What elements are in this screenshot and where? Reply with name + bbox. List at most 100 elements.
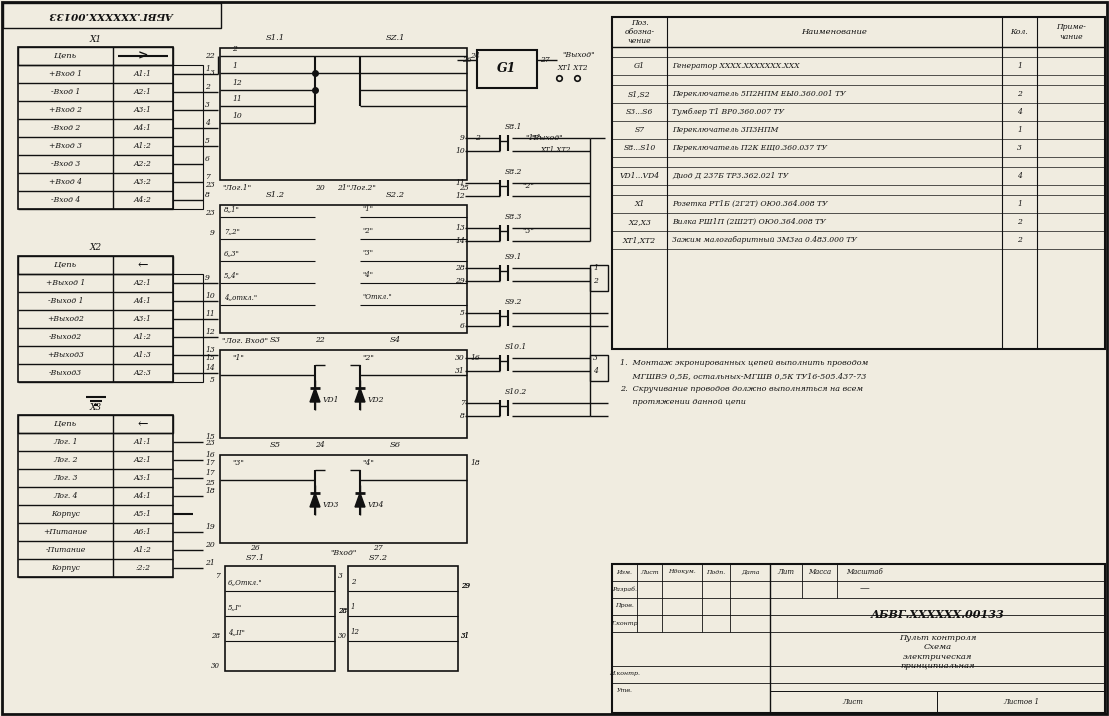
Text: 12: 12 xyxy=(352,628,360,636)
Text: 9: 9 xyxy=(205,274,210,282)
Text: 7: 7 xyxy=(460,399,465,407)
Text: 4„откл.": 4„откл." xyxy=(224,293,257,301)
Bar xyxy=(18,47,173,209)
Text: Корпус: Корпус xyxy=(51,510,80,518)
Text: Пров.: Пров. xyxy=(615,604,634,609)
Text: 5: 5 xyxy=(210,376,215,384)
Text: Вилка РШ1П (2Ш2Т) ОЮ0.364.008 ТУ: Вилка РШ1П (2Ш2Т) ОЮ0.364.008 ТУ xyxy=(672,218,826,226)
Text: 14: 14 xyxy=(205,364,215,372)
Text: 29: 29 xyxy=(461,582,470,590)
Text: Листов 1: Листов 1 xyxy=(1003,698,1039,706)
Text: -Выход2: -Выход2 xyxy=(49,333,82,341)
Text: 31: 31 xyxy=(456,367,465,375)
Text: 31: 31 xyxy=(461,632,470,640)
Polygon shape xyxy=(355,493,365,507)
Text: 1: 1 xyxy=(1017,126,1021,134)
Text: S6: S6 xyxy=(389,441,400,449)
Bar xyxy=(477,50,537,88)
Text: G1: G1 xyxy=(634,62,645,70)
Text: 6: 6 xyxy=(205,155,210,163)
Text: SZ.1: SZ.1 xyxy=(385,34,405,42)
Text: -Вход 4: -Вход 4 xyxy=(51,196,80,204)
Text: Наименование: Наименование xyxy=(802,28,867,36)
Text: S1.1: S1.1 xyxy=(265,34,285,42)
Text: Масса: Масса xyxy=(808,568,831,576)
Text: Зажим малогабаритный ЗМ3га 0.483.000 ТУ: Зажим малогабаритный ЗМ3га 0.483.000 ТУ xyxy=(672,236,857,244)
Text: 31: 31 xyxy=(461,632,470,640)
Text: 4: 4 xyxy=(1017,172,1021,180)
Text: 28: 28 xyxy=(338,607,347,615)
Text: 10: 10 xyxy=(232,112,242,120)
Text: Цепь: Цепь xyxy=(54,420,77,428)
Text: 30: 30 xyxy=(338,632,347,640)
Text: -Вход 3: -Вход 3 xyxy=(51,160,80,168)
Text: "3": "3" xyxy=(522,227,533,235)
Text: Кол.: Кол. xyxy=(1010,28,1028,36)
Bar xyxy=(220,350,467,438)
Text: G1: G1 xyxy=(497,62,517,75)
Text: 9: 9 xyxy=(210,229,215,237)
Text: 28: 28 xyxy=(211,632,220,640)
Text: +Выход2: +Выход2 xyxy=(47,315,84,323)
Text: X3: X3 xyxy=(90,402,102,412)
Text: 18: 18 xyxy=(205,487,215,495)
Text: 22: 22 xyxy=(315,336,325,344)
Text: +Вход 2: +Вход 2 xyxy=(49,106,82,114)
Text: 2: 2 xyxy=(1017,236,1021,244)
Text: —: — xyxy=(859,584,869,594)
Text: S7.1: S7.1 xyxy=(245,554,265,562)
Text: 23: 23 xyxy=(205,209,215,217)
Text: A4:1: A4:1 xyxy=(134,492,152,500)
Text: 21: 21 xyxy=(205,559,215,567)
Text: Тумблер Т1 ВР0.360.007 ТУ: Тумблер Т1 ВР0.360.007 ТУ xyxy=(672,108,784,116)
Bar xyxy=(18,256,173,274)
Text: 12: 12 xyxy=(456,192,465,200)
Text: Лог. 1: Лог. 1 xyxy=(53,438,78,446)
Text: Поз.
обозна-
чение: Поз. обозна- чение xyxy=(624,19,654,45)
Text: 29: 29 xyxy=(456,277,465,285)
Text: S3...S6: S3...S6 xyxy=(625,108,653,116)
Text: 1: 1 xyxy=(1017,62,1021,70)
Text: 16: 16 xyxy=(470,354,480,362)
Text: 24: 24 xyxy=(470,52,480,60)
Text: Лог. 4: Лог. 4 xyxy=(53,492,78,500)
Text: 3: 3 xyxy=(593,354,598,362)
Polygon shape xyxy=(311,388,321,402)
Text: S2.2: S2.2 xyxy=(386,191,405,199)
Text: A2:1: A2:1 xyxy=(134,88,152,96)
Text: -Питание: -Питание xyxy=(45,546,85,554)
Text: A1:2: A1:2 xyxy=(134,333,152,341)
Text: 8„1": 8„1" xyxy=(224,205,240,213)
Text: Дата: Дата xyxy=(741,569,760,574)
Text: S3: S3 xyxy=(269,336,281,344)
Text: 5: 5 xyxy=(460,309,465,317)
Text: Н.контр.: Н.контр. xyxy=(609,672,640,677)
Text: X1: X1 xyxy=(90,34,102,44)
Text: A3:2: A3:2 xyxy=(134,178,152,186)
Text: АБВГ.XXXXXX.00133: АБВГ.XXXXXX.00133 xyxy=(50,11,174,19)
Text: 7: 7 xyxy=(205,173,210,181)
Text: 24: 24 xyxy=(315,441,325,449)
Text: 5„4": 5„4" xyxy=(224,271,240,279)
Text: 8: 8 xyxy=(205,191,210,199)
Text: 2: 2 xyxy=(205,83,210,91)
Text: A2:2: A2:2 xyxy=(134,160,152,168)
Text: 11: 11 xyxy=(205,310,215,318)
Text: A3:1: A3:1 xyxy=(134,474,152,482)
Text: 1: 1 xyxy=(1017,200,1021,208)
Text: A4:2: A4:2 xyxy=(134,196,152,204)
Text: +Выход 1: +Выход 1 xyxy=(45,279,85,287)
Text: 28: 28 xyxy=(456,264,465,272)
Text: 11: 11 xyxy=(456,179,465,187)
Bar xyxy=(173,274,203,382)
Text: 1: 1 xyxy=(205,65,210,73)
Text: протяжении данной цепи: протяжении данной цепи xyxy=(620,398,746,406)
Text: VD2: VD2 xyxy=(368,396,385,404)
Text: A2:1: A2:1 xyxy=(134,456,152,464)
Text: Лог. 2: Лог. 2 xyxy=(53,456,78,464)
Text: "Лог.1": "Лог.1" xyxy=(222,184,251,192)
Text: Утв.: Утв. xyxy=(617,689,632,694)
Text: 12: 12 xyxy=(205,328,215,336)
Text: Х2,Х3: Х2,Х3 xyxy=(628,218,651,226)
Text: A2:1: A2:1 xyxy=(134,279,152,287)
